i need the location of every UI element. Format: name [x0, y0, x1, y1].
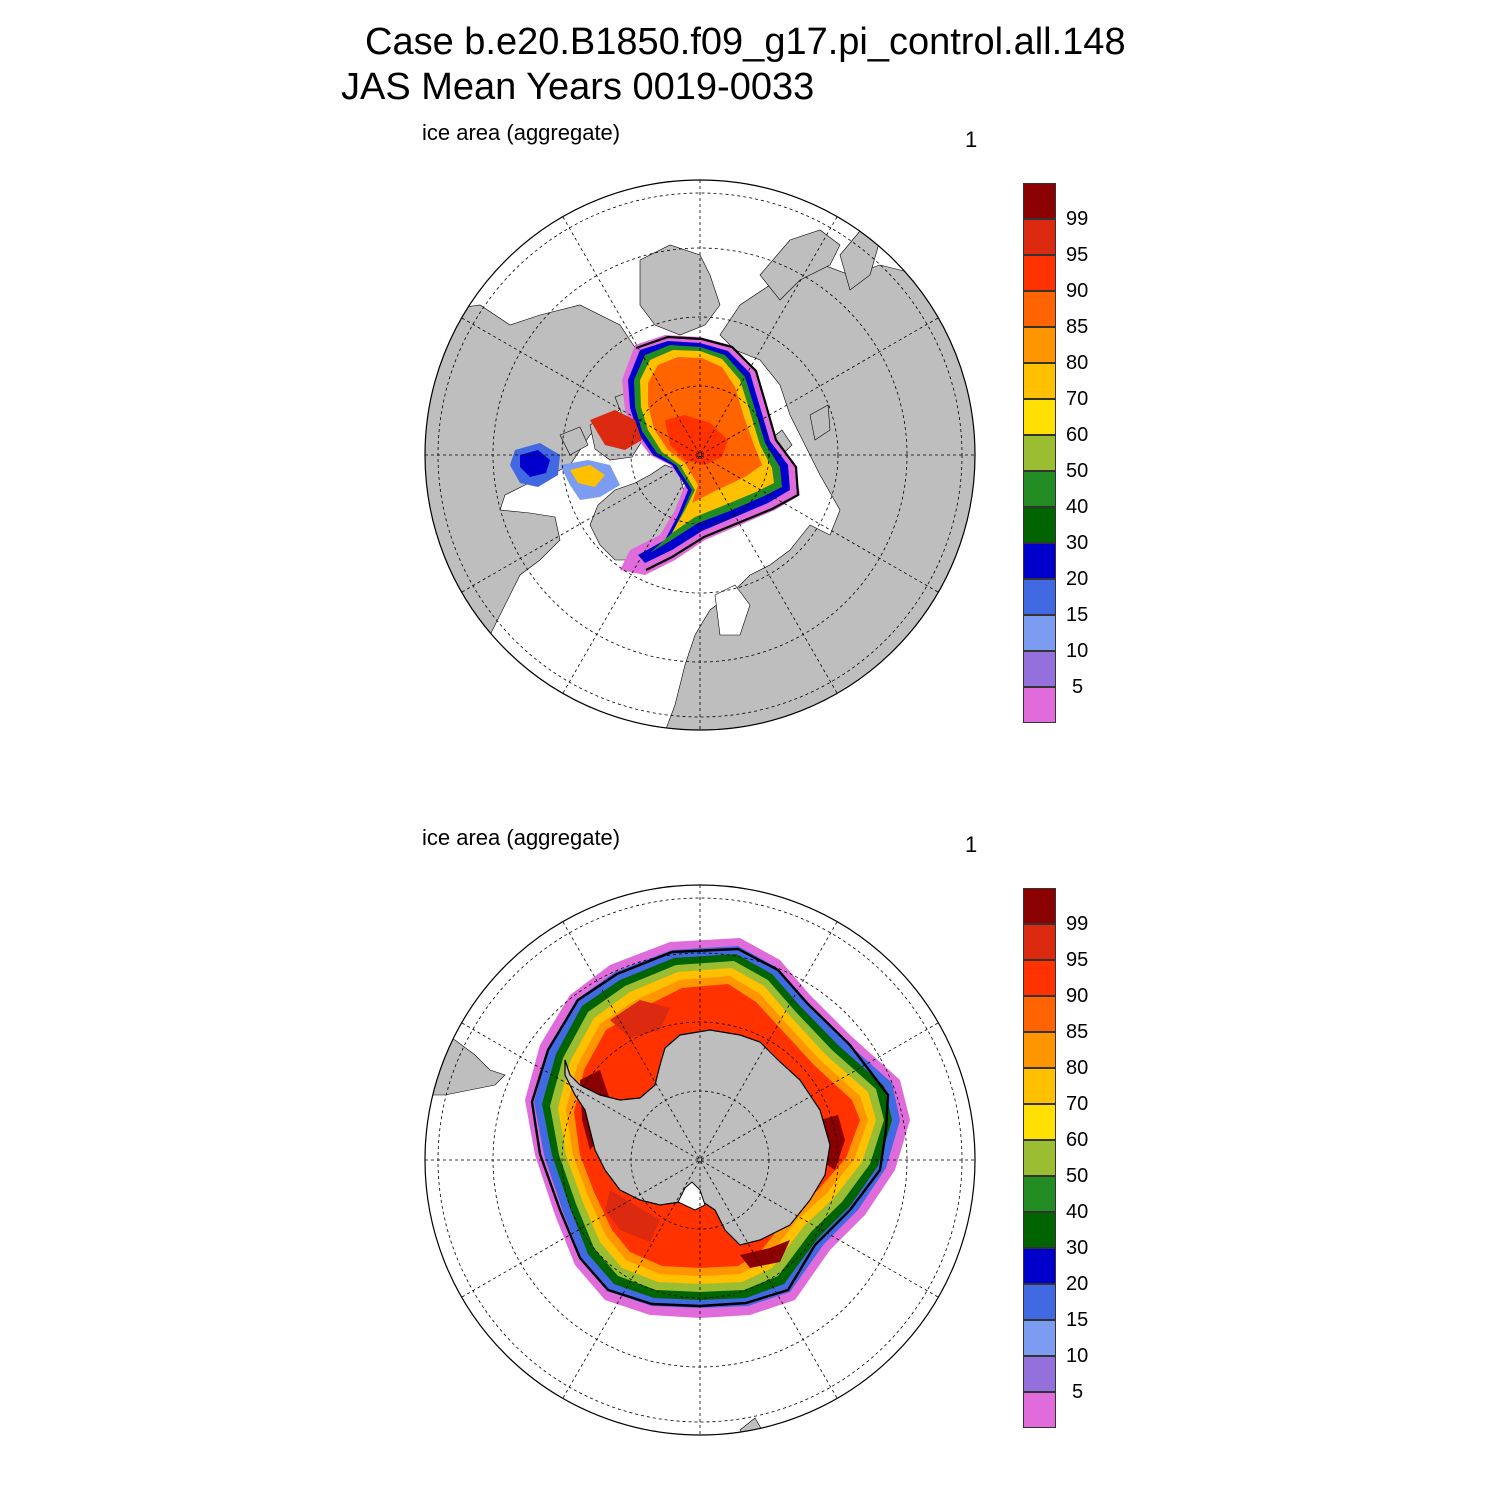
colorbar-swatch [1023, 291, 1056, 327]
colorbar-swatch [1023, 1356, 1056, 1392]
colorbar-tick-label: 15 [1066, 1309, 1089, 1331]
colorbar-swatch [1023, 960, 1056, 996]
map-border-north [424, 179, 976, 731]
colorbar-tick-label: 90 [1066, 985, 1089, 1007]
colorbar-swatch [1023, 1176, 1056, 1212]
graticule-south [425, 885, 975, 1435]
colorbar-south: 5 10 15 20 30 40 50 60 70 80 85 90 95 99 [1020, 888, 1140, 1428]
colorbar-swatch [1023, 219, 1056, 255]
sea-ice-hudson [510, 410, 642, 500]
colorbar-swatch [1023, 1392, 1056, 1428]
colorbar-tick-label: 95 [1066, 949, 1089, 971]
colorbar-tick-label: 30 [1066, 1237, 1089, 1259]
colorbar-swatch [1023, 888, 1056, 924]
colorbar-tick-label: 70 [1066, 388, 1089, 410]
colorbar-tick-label: 99 [1066, 913, 1089, 935]
colorbar-swatch [1023, 1320, 1056, 1356]
colorbar-swatch [1023, 687, 1056, 723]
ice-shelf-ross [677, 1181, 706, 1211]
colorbar-tick-label: 5 [1072, 676, 1084, 698]
variable-label-south: ice area (aggregate) [422, 825, 621, 850]
colorbar-tick-label: 80 [1066, 352, 1089, 374]
colorbar-tick-label: 20 [1066, 568, 1089, 590]
colorbar-swatch [1023, 996, 1056, 1032]
colorbar-tick-label: 50 [1066, 460, 1089, 482]
colorbar-tick-label: 80 [1066, 1057, 1089, 1079]
colorbar-swatch [1023, 183, 1056, 219]
colorbar-tick-label: 85 [1066, 316, 1089, 338]
colorbar-tick-label: 85 [1066, 1021, 1089, 1043]
colorbar-tick-label: 15 [1066, 604, 1089, 626]
south-polar-map [424, 884, 976, 1436]
colorbar-tick-label: 90 [1066, 280, 1089, 302]
colorbar-tick-label: 70 [1066, 1093, 1089, 1115]
colorbar-tick-label: 40 [1066, 1201, 1089, 1223]
observed-ice-edge-north [635, 335, 800, 571]
colorbar-swatch [1023, 543, 1056, 579]
colorbar-tick-label: 95 [1066, 244, 1089, 266]
colorbar-tick-label: 30 [1066, 532, 1089, 554]
colorbar-swatch [1023, 507, 1056, 543]
colorbar-swatch [1023, 579, 1056, 615]
colorbar-tick-label: 60 [1066, 1129, 1089, 1151]
colorbar-swatch [1023, 255, 1056, 291]
colorbar-swatch [1023, 1284, 1056, 1320]
colorbar-tick-label: 10 [1066, 1345, 1089, 1367]
colorbar-swatch [1023, 924, 1056, 960]
colorbar-tick-label: 20 [1066, 1273, 1089, 1295]
colorbar-swatch [1023, 399, 1056, 435]
map-border-south [424, 884, 976, 1436]
north-polar-map [424, 179, 976, 731]
colorbar-tick-label: 10 [1066, 640, 1089, 662]
colorbar-swatch [1023, 651, 1056, 687]
colorbar-tick-label: 5 [1072, 1381, 1084, 1403]
units-label-north: 1 [965, 127, 978, 152]
colorbar-swatch [1023, 471, 1056, 507]
colorbar-swatch [1023, 435, 1056, 471]
colorbar-swatch [1023, 1248, 1056, 1284]
colorbar-swatch [1023, 327, 1056, 363]
colorbar-swatch [1023, 615, 1056, 651]
colorbar-tick-label: 99 [1066, 208, 1089, 230]
colorbar-tick-label: 40 [1066, 496, 1089, 518]
colorbar-swatch [1023, 1068, 1056, 1104]
colorbar-north: 5 10 15 20 30 40 50 60 70 80 85 90 95 99 [1020, 183, 1140, 723]
colorbar-tick-label: 50 [1066, 1165, 1089, 1187]
units-label-south: 1 [965, 832, 978, 857]
figure-subtitle: JAS Mean Years 0019-0033 [341, 66, 815, 108]
colorbar-swatch [1023, 1140, 1056, 1176]
graticule-north [425, 180, 975, 730]
colorbar-swatch [1023, 363, 1056, 399]
observed-ice-edge-south [530, 947, 890, 1308]
figure-title: Case b.e20.B1850.f09_g17.pi_control.all.… [365, 21, 1126, 63]
colorbar-swatch [1023, 1032, 1056, 1068]
colorbar-swatch [1023, 1104, 1056, 1140]
colorbar-tick-label: 60 [1066, 424, 1089, 446]
variable-label-north: ice area (aggregate) [422, 120, 621, 145]
land-north [425, 224, 975, 730]
colorbar-swatch [1023, 1212, 1056, 1248]
